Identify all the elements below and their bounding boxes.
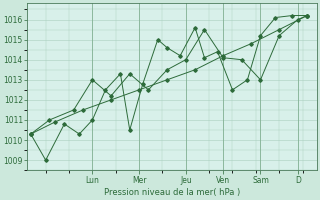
X-axis label: Pression niveau de la mer( hPa ): Pression niveau de la mer( hPa ) [104, 188, 240, 197]
